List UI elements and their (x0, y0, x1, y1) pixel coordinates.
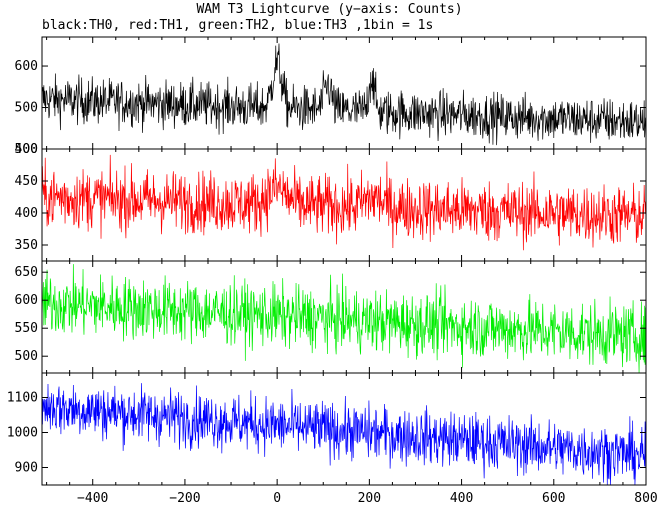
y-tick-label: 500 (15, 101, 38, 116)
y-tick-label: 1000 (7, 426, 38, 441)
series-line-th2 (41, 264, 647, 374)
series-line-th3 (41, 383, 647, 486)
y-tick-label: 400 (15, 206, 38, 221)
x-tick-label: 600 (542, 491, 565, 505)
y-tick-label: 450 (15, 174, 38, 189)
y-tick-label: 650 (15, 265, 38, 280)
y-tick-label: 500 (15, 142, 38, 157)
x-tick-label: −400 (77, 491, 108, 505)
x-tick-label: 0 (273, 491, 281, 505)
y-tick-label: 550 (15, 321, 38, 336)
chart-title: WAM T3 Lightcurve (y−axis: Counts) (196, 2, 463, 17)
chart-subtitle: black:TH0, red:TH1, green:TH2, blue:TH3 … (42, 18, 434, 33)
y-tick-label: 350 (15, 238, 38, 253)
y-tick-label: 900 (15, 461, 38, 476)
y-tick-label: 600 (15, 293, 38, 308)
y-tick-label: 400 (15, 142, 38, 157)
series-line-th1 (41, 154, 647, 251)
x-tick-label: −200 (169, 491, 200, 505)
series-line-th0 (41, 43, 647, 146)
panel-frame-th3 (41, 372, 647, 486)
x-tick-label: 400 (450, 491, 473, 505)
x-tick-label: 200 (358, 491, 381, 505)
x-tick-label: 800 (634, 491, 657, 505)
y-tick-label: 600 (15, 59, 38, 74)
y-tick-label: 500 (15, 349, 38, 364)
y-tick-label: 1100 (7, 391, 38, 406)
